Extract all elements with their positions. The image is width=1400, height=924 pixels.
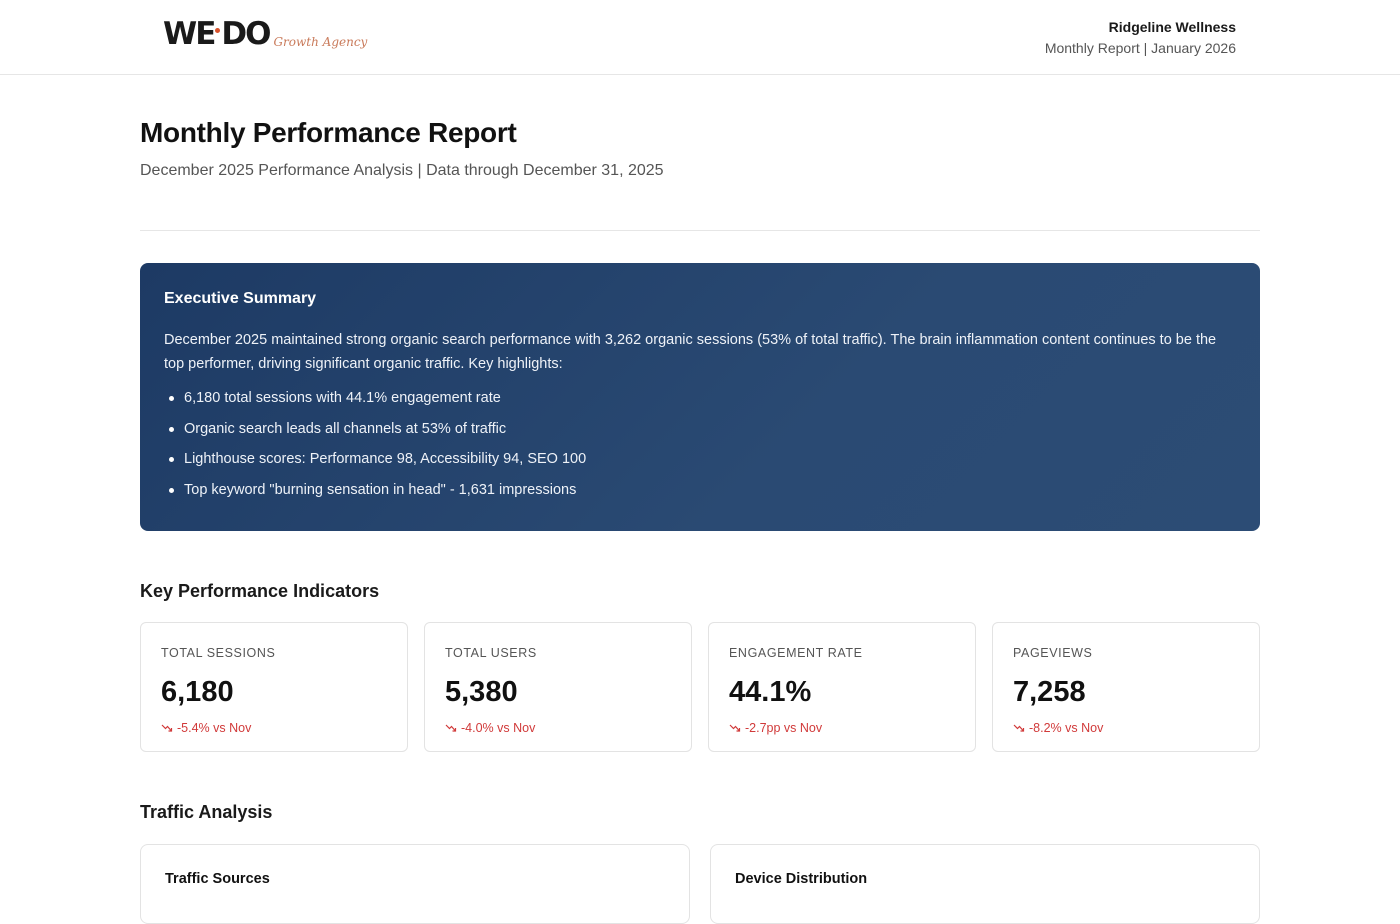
client-info: Ridgeline Wellness Monthly Report | Janu… [1045, 18, 1236, 58]
kpi-delta-text: -2.7pp vs Nov [745, 721, 823, 735]
kpi-value: 44.1% [729, 676, 812, 708]
highlight-item: Organic search leads all channels at 53%… [164, 419, 1236, 439]
title-area: Monthly Performance Report December 2025… [140, 113, 1260, 181]
kpi-cards: TOTAL SESSIONS 6,180 -5.4% vs Nov TOTAL … [140, 622, 1260, 752]
kpi-delta: -8.2% vs Nov [1013, 720, 1239, 736]
report-meta: Monthly Report | January 2026 [1044, 40, 1236, 56]
trend-down-icon [729, 724, 741, 732]
kpi-delta-text: -4.0% vs Nov [461, 721, 536, 735]
kpi-label: ENGAGEMENT RATE [729, 646, 863, 660]
traffic-sources-panel: Traffic Sources [140, 844, 690, 924]
kpi-delta: -5.4% vs Nov [161, 720, 387, 736]
kpi-label: PAGEVIEWS [1013, 646, 1093, 660]
executive-summary-highlights: 6,180 total sessions with 44.1% engageme… [164, 388, 1236, 500]
title-divider [140, 230, 1260, 231]
executive-summary: Executive Summary December 2025 maintain… [140, 263, 1260, 531]
kpi-delta-text: -5.4% vs Nov [177, 721, 252, 735]
client-name: Ridgeline Wellness [1108, 19, 1236, 35]
executive-summary-body: December 2025 maintained strong organic … [164, 332, 1217, 372]
kpi-delta-text: -8.2% vs Nov [1029, 721, 1104, 735]
highlight-item: Lighthouse scores: Performance 98, Acces… [164, 449, 1236, 469]
kpi-delta: -4.0% vs Nov [445, 720, 671, 736]
kpi-card-engagement-rate: ENGAGEMENT RATE 44.1% -2.7pp vs Nov [708, 622, 976, 752]
page-title: Monthly Performance Report [140, 117, 517, 148]
kpi-card-total-sessions: TOTAL SESSIONS 6,180 -5.4% vs Nov [140, 622, 408, 752]
kpi-card-total-users: TOTAL USERS 5,380 -4.0% vs Nov [424, 622, 692, 752]
logo-tagline: Growth Agency [273, 35, 368, 49]
trend-down-icon [445, 724, 457, 732]
kpi-heading: Key Performance Indicators [140, 581, 380, 601]
kpi-card-pageviews: PAGEVIEWS 7,258 -8.2% vs Nov [992, 622, 1260, 752]
kpi-value: 7,258 [1013, 676, 1086, 708]
trend-down-icon [161, 724, 173, 732]
logo-dot [215, 28, 221, 33]
panel-title: Traffic Sources [165, 871, 270, 887]
executive-summary-title: Executive Summary [164, 290, 317, 307]
kpi-value: 6,180 [161, 676, 234, 708]
kpi-value: 5,380 [445, 676, 518, 708]
device-distribution-panel: Device Distribution [710, 844, 1260, 924]
panel-title: Device Distribution [735, 871, 868, 887]
report-header: WE DO Growth Agency Ridgeline Wellness Mo… [0, 0, 1400, 75]
agency-logo: WE DO Growth Agency [163, 16, 367, 50]
kpi-label: TOTAL USERS [445, 646, 537, 660]
kpi-label: TOTAL SESSIONS [161, 646, 276, 660]
traffic-panels: Traffic Sources Device Distribution [140, 844, 1260, 924]
page-subtitle: December 2025 Performance Analysis | Dat… [140, 162, 664, 179]
logo-wordmark: WE DO [163, 16, 271, 52]
highlight-item: 6,180 total sessions with 44.1% engageme… [164, 388, 1236, 408]
kpi-delta: -2.7pp vs Nov [729, 720, 955, 736]
highlight-item: Top keyword "burning sensation in head" … [164, 480, 1236, 500]
traffic-heading: Traffic Analysis [140, 802, 273, 822]
trend-down-icon [1013, 724, 1025, 732]
